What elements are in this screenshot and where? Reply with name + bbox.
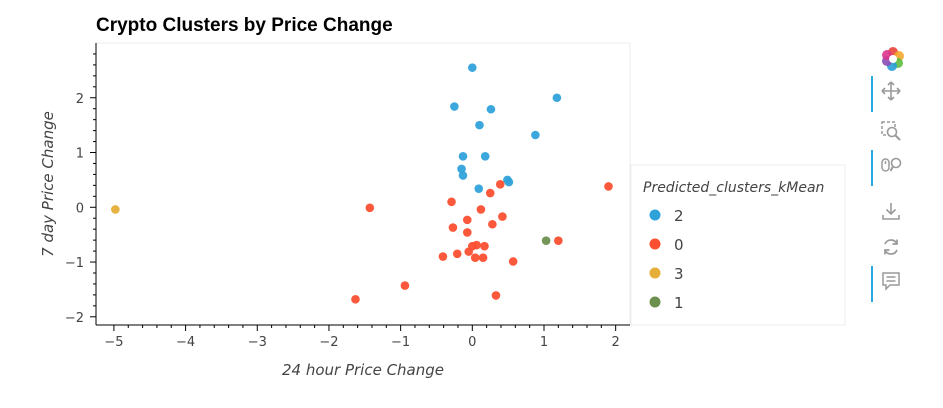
legend-marker xyxy=(649,238,661,250)
x-tick-label: −5 xyxy=(104,335,123,350)
data-point-cluster-0 xyxy=(488,219,497,229)
plot-toolbar xyxy=(868,40,914,310)
data-point-cluster-0 xyxy=(365,203,375,213)
y-tick-label: 1 xyxy=(76,147,84,162)
data-point-cluster-0 xyxy=(448,223,458,232)
data-point-cluster-0 xyxy=(480,241,489,251)
data-points xyxy=(111,63,613,304)
hover-tool[interactable] xyxy=(868,266,914,302)
data-point-cluster-0 xyxy=(476,205,486,214)
data-point-cluster-2 xyxy=(531,130,540,140)
legend-label: 1 xyxy=(674,294,684,312)
legend-marker xyxy=(649,296,661,308)
data-point-cluster-0 xyxy=(498,212,507,221)
box-zoom-tool[interactable] xyxy=(868,116,914,146)
y-tick-label: 0 xyxy=(76,201,84,216)
y-tick-label: −1 xyxy=(65,256,84,271)
data-point-cluster-2 xyxy=(504,177,514,187)
chart-title: Crypto Clusters by Price Change xyxy=(96,15,393,36)
legend-box xyxy=(630,164,846,326)
data-point-cluster-0 xyxy=(470,253,480,262)
data-point-cluster-0 xyxy=(462,228,472,237)
wheel-zoom-tool[interactable] xyxy=(868,150,914,186)
x-tick-label: 0 xyxy=(468,335,476,350)
data-point-cluster-2 xyxy=(552,93,562,103)
reset-tool[interactable] xyxy=(868,232,914,262)
legend-label: 3 xyxy=(674,265,684,283)
pan-icon xyxy=(881,81,901,101)
legend-marker xyxy=(649,209,661,221)
y-tick-label: −2 xyxy=(65,311,84,326)
save-icon xyxy=(882,203,900,220)
data-point-cluster-2 xyxy=(450,102,459,111)
data-point-cluster-3 xyxy=(111,205,120,214)
plot-frame xyxy=(95,42,631,326)
data-point-cluster-0 xyxy=(464,247,474,256)
data-point-cluster-0 xyxy=(485,188,495,198)
x-tick-label: −3 xyxy=(248,335,267,350)
pan-tool[interactable] xyxy=(868,76,914,112)
legend-label: 2 xyxy=(674,207,684,225)
data-point-cluster-2 xyxy=(457,164,466,174)
data-point-cluster-0 xyxy=(462,215,472,225)
legend-marker xyxy=(649,267,661,279)
x-axis-label: 24 hour Price Change xyxy=(282,361,444,379)
x-tick-label: −1 xyxy=(391,335,410,350)
active-indicator xyxy=(871,266,873,302)
data-point-cluster-2 xyxy=(468,63,477,72)
legend-title: Predicted_clusters_kMean xyxy=(643,180,824,196)
data-point-cluster-2 xyxy=(486,104,496,114)
save-tool[interactable] xyxy=(868,196,914,226)
data-point-cluster-0 xyxy=(508,257,518,266)
box-zoom-icon xyxy=(881,121,901,141)
bokeh-logo-icon[interactable] xyxy=(868,42,914,72)
x-tick-label: 2 xyxy=(612,335,620,350)
data-point-cluster-0 xyxy=(438,252,448,261)
data-point-cluster-0 xyxy=(554,236,563,245)
data-point-cluster-0 xyxy=(478,253,488,262)
data-point-cluster-2 xyxy=(458,152,468,161)
x-tick-label: −2 xyxy=(319,335,338,350)
axes: −5 −4 −3 −2 −1 0 1 2 −2 −1 0 1 2 xyxy=(65,43,630,350)
hover-icon xyxy=(882,272,900,291)
active-indicator xyxy=(871,76,873,112)
data-point-cluster-2 xyxy=(458,171,468,180)
active-indicator xyxy=(871,150,873,186)
data-point-cluster-2 xyxy=(474,184,484,193)
data-point-cluster-0 xyxy=(604,182,613,191)
data-point-cluster-0 xyxy=(491,291,501,300)
y-tick-label: 2 xyxy=(76,92,84,107)
data-point-cluster-2 xyxy=(480,152,490,161)
data-point-cluster-0 xyxy=(400,281,410,290)
legend-label: 0 xyxy=(674,236,684,254)
y-axis-label: 7 day Price Change xyxy=(39,111,57,257)
x-tick-label: −4 xyxy=(176,335,195,350)
data-point-cluster-0 xyxy=(495,179,505,189)
data-point-cluster-0 xyxy=(351,294,360,304)
data-point-cluster-1 xyxy=(541,236,551,245)
x-tick-label: 1 xyxy=(540,335,548,350)
data-point-cluster-2 xyxy=(475,120,484,130)
reset-icon xyxy=(884,239,898,255)
wheel-zoom-icon xyxy=(881,157,902,172)
data-point-cluster-0 xyxy=(447,197,456,207)
data-point-cluster-0 xyxy=(452,249,462,259)
